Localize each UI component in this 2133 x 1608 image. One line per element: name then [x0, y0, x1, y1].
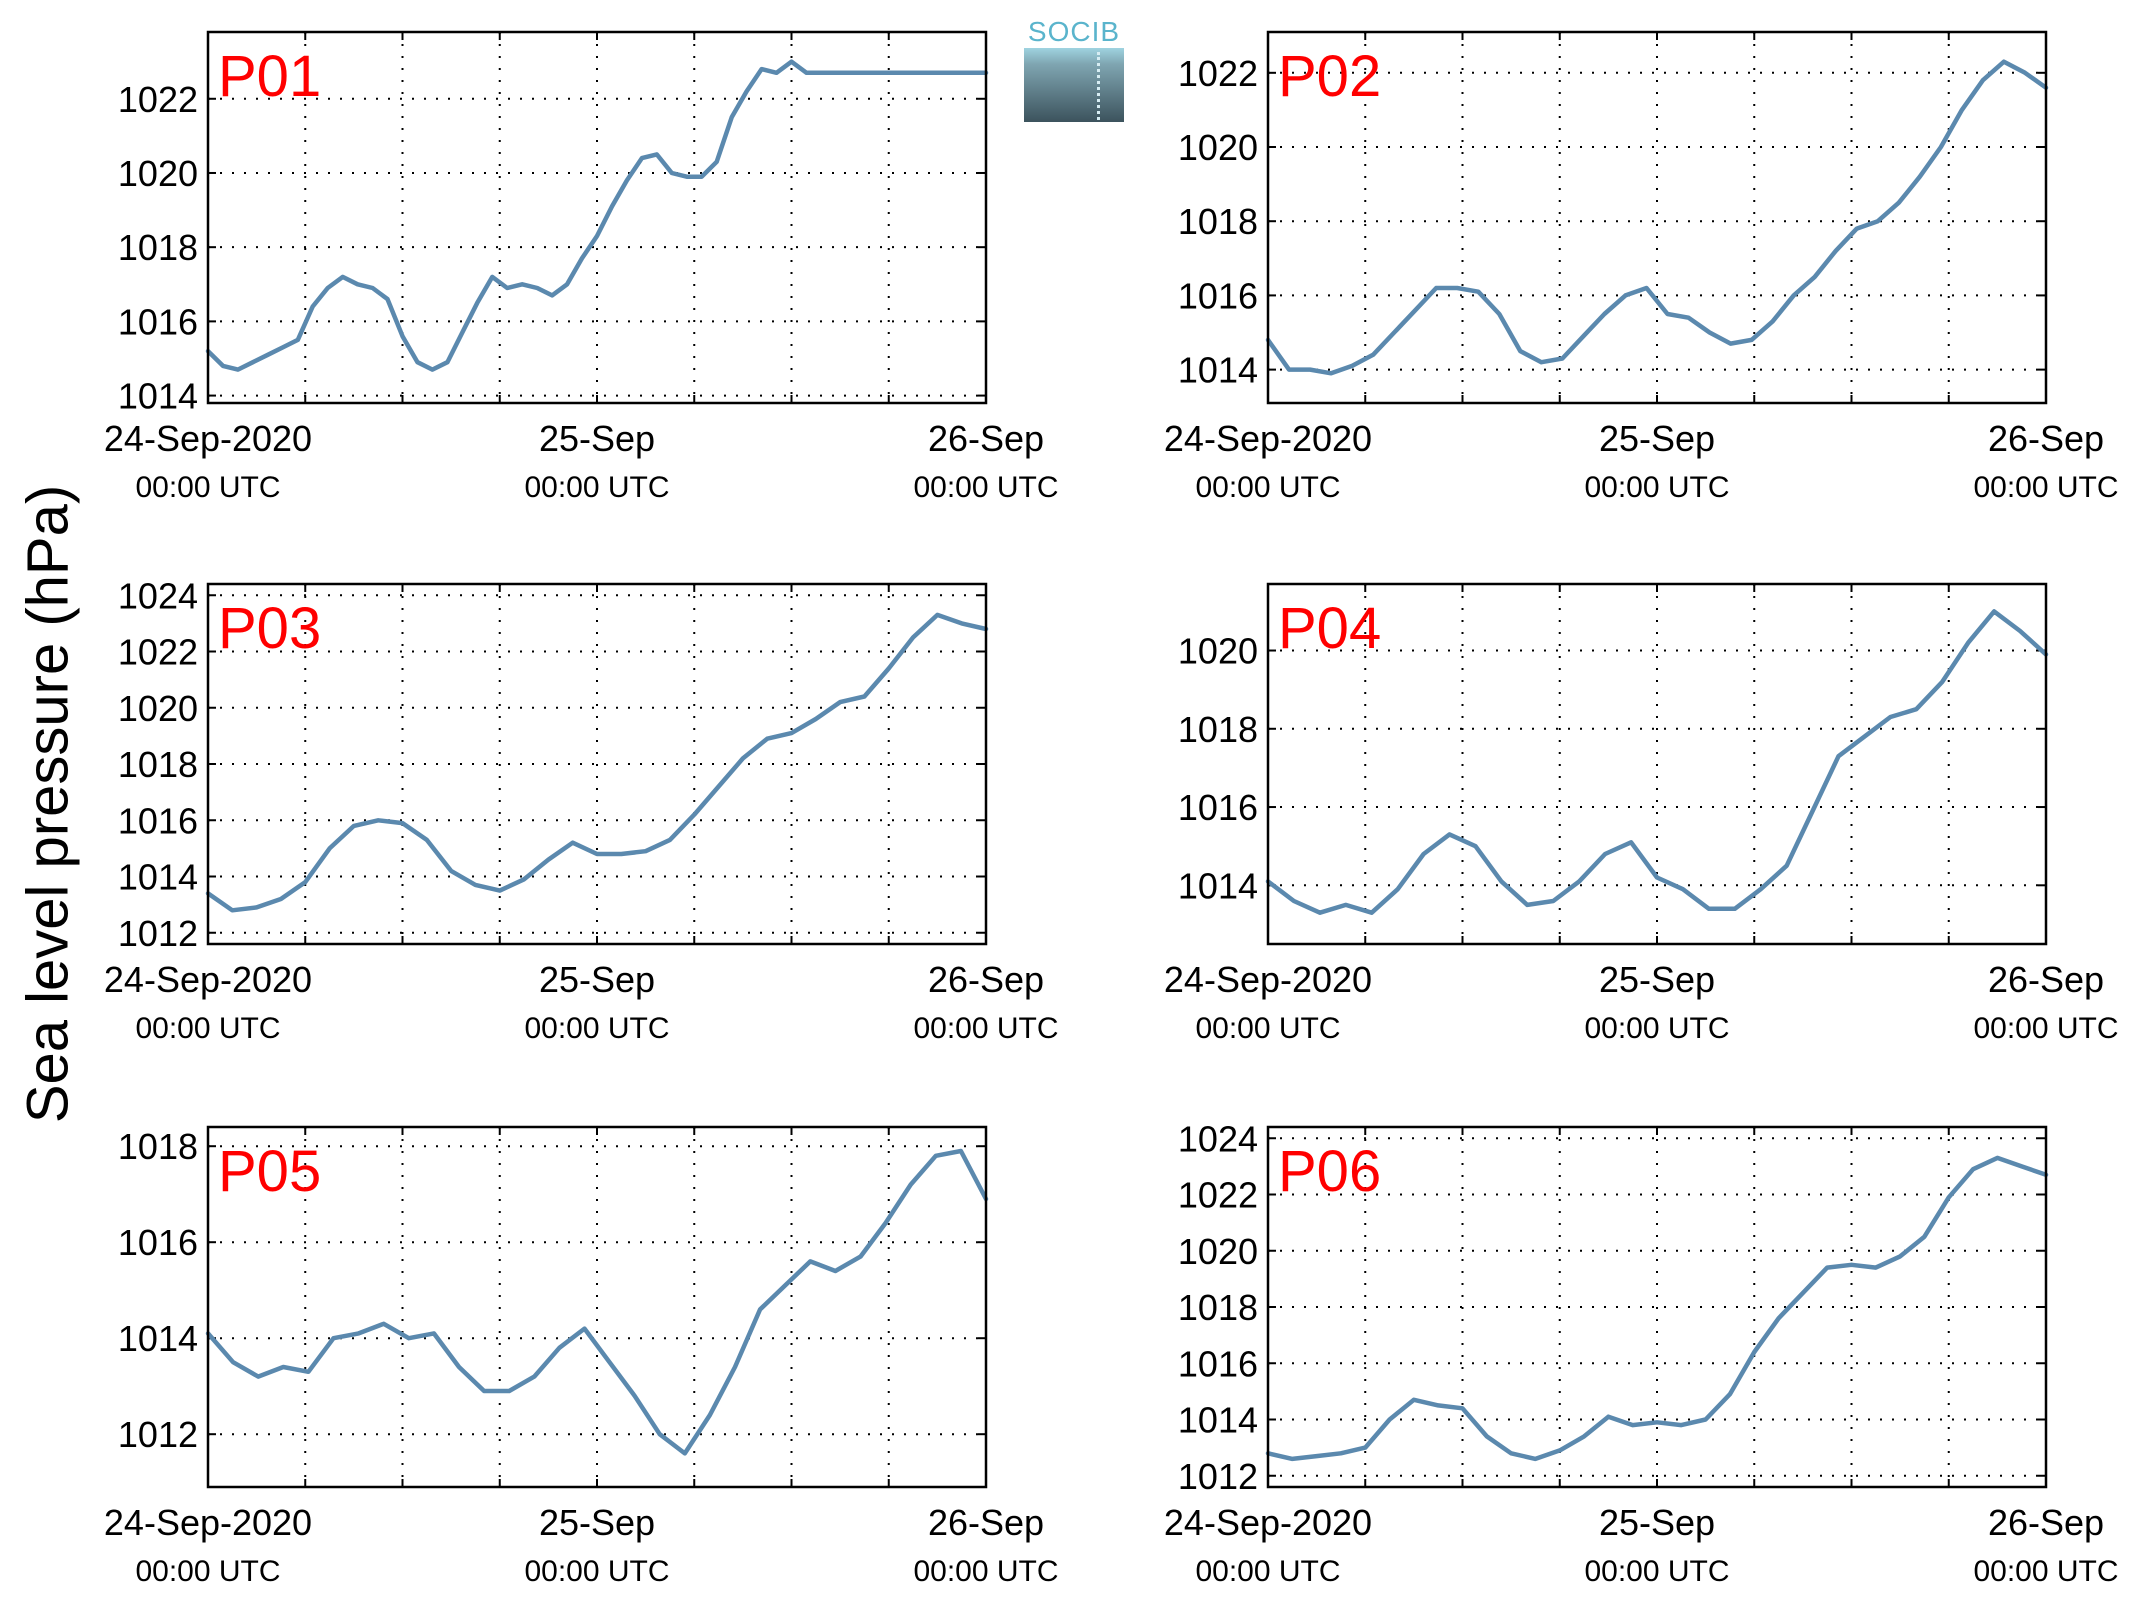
- p03-xtick-label-time: 00:00 UTC: [135, 1012, 280, 1045]
- p06-ytick-label: 1016: [1178, 1343, 1258, 1384]
- p04-xtick-label-date: 24-Sep-2020: [1164, 959, 1372, 1000]
- p05-xtick-label-time: 00:00 UTC: [135, 1555, 280, 1588]
- p02-xtick-label-time: 00:00 UTC: [1195, 471, 1340, 504]
- p06-xtick-label-date: 26-Sep: [1988, 1502, 2104, 1543]
- p06-xtick-label-date: 24-Sep-2020: [1164, 1502, 1372, 1543]
- p01-axes-frame: [206, 30, 988, 405]
- p04-series-line: [1265, 609, 2049, 915]
- p05-xtick-label-date: 26-Sep: [928, 1502, 1044, 1543]
- p06-xtick-label-time: 00:00 UTC: [1973, 1555, 2118, 1588]
- p06-ytick-label: 1024: [1178, 1118, 1258, 1159]
- p06-ytick-label: 1020: [1178, 1231, 1258, 1272]
- p01-ytick-label: 1016: [118, 301, 198, 342]
- p02-ytick-label: 1014: [1178, 350, 1258, 391]
- p02-series-line: [1265, 59, 2049, 376]
- p04-ytick-label: 1014: [1178, 865, 1258, 906]
- p05-ytick-label: 1014: [118, 1318, 198, 1359]
- p04-xtick-label-time: 00:00 UTC: [1584, 1012, 1729, 1045]
- p01-panel-label: P01: [218, 44, 321, 109]
- p04-ytick-label: 1018: [1178, 709, 1258, 750]
- p02-ytick-label: 1018: [1178, 201, 1258, 242]
- p06-xtick-label-time: 00:00 UTC: [1195, 1555, 1340, 1588]
- p05-series-line: [205, 1148, 989, 1456]
- p01-xtick-label-date: 26-Sep: [928, 418, 1044, 459]
- p01-ytick-label: 1014: [118, 376, 198, 417]
- p05-xtick-label-time: 00:00 UTC: [524, 1555, 669, 1588]
- p02-xtick-label-time: 00:00 UTC: [1973, 471, 2118, 504]
- p03-xtick-label-date: 24-Sep-2020: [104, 959, 312, 1000]
- p03-panel-label: P03: [218, 596, 321, 661]
- p05-ytick-label: 1012: [118, 1414, 198, 1455]
- p02-axes-frame: [1266, 30, 2048, 405]
- socib-logo: SOCIB: [1024, 16, 1124, 122]
- p03-xtick-label-time: 00:00 UTC: [913, 1012, 1058, 1045]
- p01-ytick-label: 1018: [118, 227, 198, 268]
- logo-graphic: [1024, 48, 1124, 122]
- p05-axes-frame: [206, 1125, 988, 1489]
- p02-xtick-label-date: 26-Sep: [1988, 418, 2104, 459]
- p06-ytick-label: 1012: [1178, 1456, 1258, 1497]
- p02-ytick-label: 1020: [1178, 127, 1258, 168]
- p03-xtick-label-date: 25-Sep: [539, 959, 655, 1000]
- p04-panel-label: P04: [1278, 596, 1381, 661]
- p03-ytick-label: 1022: [118, 632, 198, 673]
- p01-xtick-label-time: 00:00 UTC: [913, 471, 1058, 504]
- p04-xtick-label-date: 26-Sep: [1988, 959, 2104, 1000]
- p06-ytick-label: 1014: [1178, 1400, 1258, 1441]
- p03-ytick-label: 1018: [118, 744, 198, 785]
- p03-ytick-label: 1024: [118, 575, 198, 616]
- p06-xtick-label-date: 25-Sep: [1599, 1502, 1715, 1543]
- p01-ytick-label: 1020: [118, 153, 198, 194]
- p03-axes-frame: [206, 582, 988, 946]
- p05-ytick-label: 1018: [118, 1126, 198, 1167]
- p02-panel-label: P02: [1278, 44, 1381, 109]
- p04-axes-frame: [1266, 582, 2048, 946]
- p01-ytick-label: 1022: [118, 79, 198, 120]
- p01-xtick-label-date: 25-Sep: [539, 418, 655, 459]
- p02-ytick-label: 1016: [1178, 275, 1258, 316]
- p04-xtick-label-time: 00:00 UTC: [1195, 1012, 1340, 1045]
- p03-series-line: [205, 612, 989, 913]
- p03-ytick-label: 1020: [118, 688, 198, 729]
- p04-ytick-label: 1020: [1178, 631, 1258, 672]
- p06-axes-frame: [1266, 1125, 2048, 1489]
- y-axis-label: Sea level pressure (hPa): [15, 484, 81, 1124]
- p05-panel-label: P05: [218, 1139, 321, 1204]
- p02-xtick-label-time: 00:00 UTC: [1584, 471, 1729, 504]
- p06-ytick-label: 1022: [1178, 1175, 1258, 1216]
- p03-ytick-label: 1012: [118, 913, 198, 954]
- p06-panel-label: P06: [1278, 1139, 1381, 1204]
- p04-ytick-label: 1016: [1178, 787, 1258, 828]
- p05-xtick-label-time: 00:00 UTC: [913, 1555, 1058, 1588]
- p06-xtick-label-time: 00:00 UTC: [1584, 1555, 1729, 1588]
- p03-xtick-label-time: 00:00 UTC: [524, 1012, 669, 1045]
- p06-ytick-label: 1018: [1178, 1287, 1258, 1328]
- p04-xtick-label-date: 25-Sep: [1599, 959, 1715, 1000]
- p02-xtick-label-date: 24-Sep-2020: [1164, 418, 1372, 459]
- p03-ytick-label: 1016: [118, 800, 198, 841]
- p05-xtick-label-date: 24-Sep-2020: [104, 1502, 312, 1543]
- p04-xtick-label-time: 00:00 UTC: [1973, 1012, 2118, 1045]
- p02-xtick-label-date: 25-Sep: [1599, 418, 1715, 459]
- p06-series-line: [1265, 1155, 2049, 1462]
- logo-dotted-line: [1097, 52, 1100, 120]
- p02-ytick-label: 1022: [1178, 53, 1258, 94]
- p03-ytick-label: 1014: [118, 857, 198, 898]
- p01-xtick-label-date: 24-Sep-2020: [104, 418, 312, 459]
- p01-xtick-label-time: 00:00 UTC: [135, 471, 280, 504]
- logo-text: SOCIB: [1027, 16, 1121, 47]
- p05-ytick-label: 1016: [118, 1222, 198, 1263]
- p01-series-line: [205, 59, 989, 372]
- p01-xtick-label-time: 00:00 UTC: [524, 471, 669, 504]
- p05-xtick-label-date: 25-Sep: [539, 1502, 655, 1543]
- p03-xtick-label-date: 26-Sep: [928, 959, 1044, 1000]
